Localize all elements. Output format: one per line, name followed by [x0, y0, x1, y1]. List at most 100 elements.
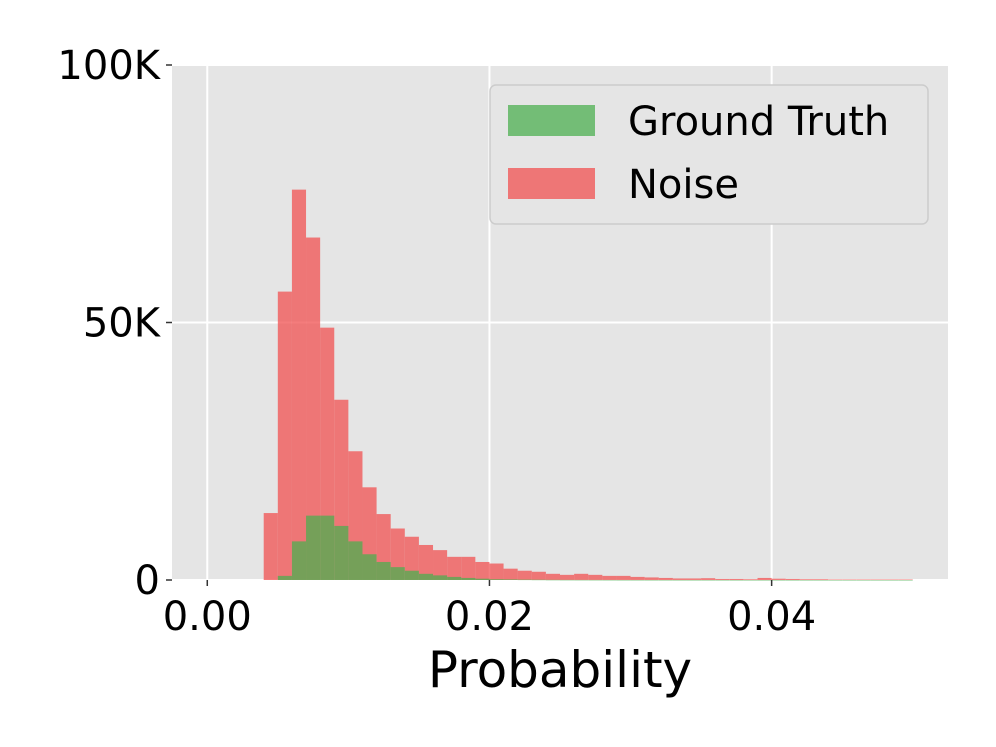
noise-bar: [715, 578, 730, 580]
ground-truth-bar: [588, 579, 603, 581]
noise-bar: [404, 536, 419, 580]
noise-bar: [475, 561, 490, 580]
ground-truth-bar: [771, 579, 786, 581]
noise-bar: [898, 579, 913, 580]
noise-bar: [813, 579, 829, 580]
noise-bar: [489, 563, 504, 580]
ground-truth-bar: [658, 579, 673, 581]
ground-truth-bar: [447, 576, 462, 580]
ground-truth-bar: [376, 561, 391, 580]
ground-truth-bar: [545, 579, 560, 581]
ground-truth-bar: [898, 579, 913, 581]
noise-bar: [461, 556, 476, 580]
ground-truth-bar: [616, 579, 631, 581]
ground-truth-bar: [489, 579, 504, 580]
noise-bar: [828, 579, 843, 580]
ground-truth-bar: [757, 579, 772, 581]
legend-frame: [489, 84, 929, 225]
ground-truth-bar: [404, 570, 419, 580]
legend: Ground Truth Noise: [489, 84, 929, 225]
ground-truth-bar: [503, 579, 518, 580]
noise-bar: [277, 291, 292, 580]
legend-label-noise: Noise: [628, 162, 739, 208]
x-tick-label: 0.04: [727, 594, 816, 640]
noise-bar: [517, 570, 532, 580]
ground-truth-bar: [362, 554, 377, 580]
noise-bar: [842, 579, 857, 580]
noise-bar: [686, 578, 702, 580]
legend-swatch-noise: [508, 168, 595, 199]
noise-bar: [263, 513, 278, 580]
legend-swatch-ground-truth: [508, 105, 595, 136]
noise-bar: [560, 574, 575, 580]
noise-bar: [658, 577, 673, 580]
noise-bar: [291, 189, 307, 580]
ground-truth-bar: [475, 578, 490, 580]
noise-bar: [616, 575, 631, 580]
ground-truth-bar: [390, 567, 405, 580]
ground-truth-bar: [277, 575, 292, 580]
noise-bar: [856, 579, 871, 580]
ground-truth-bar: [418, 573, 434, 580]
x-axis-label: Probability: [428, 641, 692, 699]
noise-bar: [771, 578, 786, 580]
noise-bar: [602, 575, 617, 580]
noise-bar: [884, 579, 899, 580]
x-tick-label: 0.02: [445, 594, 534, 640]
ground-truth-bar: [630, 579, 645, 581]
ground-truth-bar: [828, 579, 843, 581]
noise-bar: [418, 544, 434, 580]
ground-truth-bar: [799, 579, 814, 581]
y-tick-label: 0: [135, 558, 160, 604]
histogram-bars: [263, 189, 913, 581]
noise-bar: [306, 237, 321, 580]
ground-truth-bar: [701, 579, 716, 581]
ground-truth-bar: [715, 579, 730, 581]
noise-bar: [588, 574, 603, 580]
ground-truth-bar: [856, 579, 871, 581]
ground-truth-bar: [531, 579, 546, 581]
ground-truth-bar: [461, 577, 476, 580]
ground-truth-bar: [842, 579, 857, 581]
ground-truth-bar: [517, 579, 532, 581]
ground-truth-bar: [560, 579, 575, 581]
noise-bar: [503, 568, 518, 580]
noise-bar: [545, 573, 560, 580]
noise-bar: [743, 579, 758, 580]
y-tick-label: 50K: [83, 301, 162, 347]
axis-ticks: 0.00 0.02 0.04 0 50K 100K: [57, 43, 816, 640]
noise-bar: [574, 573, 589, 580]
ground-truth-bar: [813, 579, 829, 581]
ground-truth-bar: [306, 515, 321, 580]
ground-truth-bar: [884, 579, 899, 581]
noise-bar: [672, 578, 687, 580]
ground-truth-bar: [334, 525, 349, 580]
x-tick-label: 0.00: [163, 594, 252, 640]
legend-label-ground-truth: Ground Truth: [628, 99, 889, 145]
ground-truth-bar: [729, 579, 744, 581]
ground-truth-bar: [743, 579, 758, 581]
ground-truth-bar: [433, 575, 448, 580]
noise-bar: [447, 556, 462, 580]
noise-bar: [729, 578, 744, 580]
ground-truth-bar: [602, 579, 617, 581]
noise-bar: [531, 571, 546, 580]
ground-truth-bar: [686, 579, 702, 581]
noise-bar: [870, 579, 885, 580]
noise-bar: [630, 576, 645, 580]
ground-truth-bar: [574, 579, 589, 581]
noise-bar: [757, 577, 772, 580]
ground-truth-bar: [291, 541, 307, 580]
noise-bar: [644, 577, 659, 580]
noise-bar: [701, 578, 716, 580]
noise-bar: [785, 578, 800, 580]
ground-truth-bar: [672, 579, 687, 581]
ground-truth-bar: [348, 541, 363, 580]
ground-truth-bar: [320, 515, 335, 580]
noise-bar: [799, 579, 814, 580]
ground-truth-bar: [870, 579, 885, 581]
y-tick-label: 100K: [57, 43, 161, 89]
ground-truth-bar: [785, 579, 800, 581]
